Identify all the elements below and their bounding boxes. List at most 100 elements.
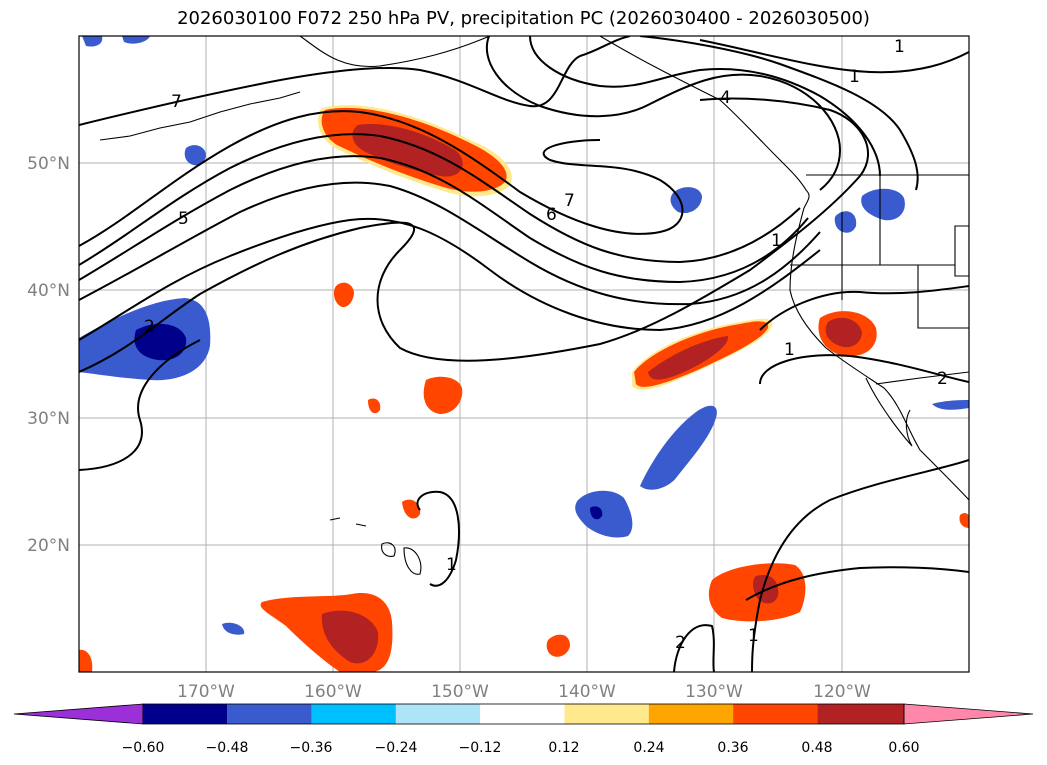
precip-negative-inland-1 — [834, 211, 857, 233]
precip-positive-small-6 — [79, 649, 93, 672]
lon-label-140w: 140°W — [558, 682, 616, 702]
contour-label: 7 — [564, 191, 575, 211]
contour-label: 1 — [748, 626, 759, 646]
contour-label: 2 — [675, 633, 686, 653]
precip-negative-band — [640, 405, 717, 490]
pv-contour-6 — [79, 217, 821, 341]
precip-positive-small-4 — [402, 499, 421, 519]
lat-axis: 50°N 40°N 30°N 20°N — [27, 154, 70, 556]
pv-contour-4 — [79, 155, 809, 284]
colorbar-segment — [817, 704, 904, 724]
lon-label-170w: 170°W — [177, 682, 235, 702]
precip-negative-small-6 — [932, 400, 969, 410]
pv-contour-7 — [79, 97, 870, 373]
pv-contour-10 — [639, 36, 919, 191]
pv-contour-16 — [745, 566, 969, 601]
colorbar-segment — [648, 704, 734, 724]
precip-negative-inland-2 — [861, 188, 905, 221]
colorbar-segment — [480, 704, 565, 724]
pv-contour-8 — [485, 36, 842, 191]
contour-label: 5 — [178, 209, 189, 229]
colorbar-segment — [564, 704, 649, 724]
contour-label: 7 — [171, 92, 182, 112]
colorbar-segment — [395, 704, 481, 724]
contour-label: 1 — [771, 231, 782, 251]
pv-contour-15 — [751, 459, 969, 672]
map-area — [79, 36, 969, 672]
colorbar-tick-label: −0.60 — [122, 740, 165, 756]
colorbar-tick-label: 0.24 — [633, 740, 664, 756]
precip-negative-small-2 — [670, 187, 702, 214]
colorbar-tick-label: −0.12 — [459, 740, 502, 756]
precip-negative-central — [575, 490, 633, 538]
contour-labels: 7 5 2 6 7 1 4 1 1 1 2 1 2 1 — [144, 37, 948, 653]
lat-label-30n: 30°N — [27, 409, 70, 429]
precip-positive-gulf-max — [352, 124, 463, 177]
border-state-3 — [917, 265, 969, 329]
colorbar-tick-label: 0.12 — [548, 740, 579, 756]
precip-negative-small-3 — [222, 622, 245, 635]
pv-contour-9 — [529, 36, 881, 177]
colorbar-tick-label: −0.48 — [206, 740, 249, 756]
pv-contour-3 — [79, 133, 801, 266]
lat-label-40n: 40°N — [27, 281, 70, 301]
contour-label: 1 — [784, 340, 795, 360]
coastline-aleutians — [99, 91, 301, 141]
contour-label: 6 — [546, 205, 557, 225]
lat-label-20n: 20°N — [27, 536, 70, 556]
contour-label: 1 — [849, 67, 860, 87]
contour-label: 2 — [937, 369, 948, 389]
precip-positive-small-5 — [546, 634, 570, 657]
pv-contour-12 — [79, 339, 201, 471]
border-state-5 — [954, 225, 969, 277]
contour-label: 1 — [894, 37, 905, 57]
precip-negative-small-1 — [184, 145, 206, 166]
precip-positive-small-1 — [333, 282, 354, 308]
precip-positive-hawaii-max — [321, 610, 379, 664]
pv-contour-2 — [79, 110, 684, 247]
pv-contour-17 — [673, 624, 715, 672]
lon-label-120w: 120°W — [813, 682, 871, 702]
precip-negative-west-max — [134, 323, 187, 361]
coastline-us-west — [789, 207, 969, 501]
pv-contour-13 — [759, 285, 969, 331]
colorbar-segment — [733, 704, 818, 724]
precip-negative-central-max — [590, 506, 603, 520]
colorbar-segment — [143, 704, 228, 724]
colorbar-outline — [142, 703, 905, 725]
colorbar-segment — [227, 704, 312, 724]
colorbar-tick-label: 0.36 — [717, 740, 748, 756]
pv-contour-11 — [699, 39, 969, 74]
lon-label-160w: 160°W — [304, 682, 362, 702]
precip-positive-small-2 — [423, 376, 463, 414]
contour-label: 4 — [720, 88, 731, 108]
map-title: 2026030100 F072 250 hPa PV, precipitatio… — [177, 8, 870, 29]
coastline-alaska — [299, 36, 491, 68]
pv-contour-14 — [759, 354, 969, 385]
coastline-hawaii — [329, 517, 422, 575]
precip-shading — [79, 36, 969, 672]
colorbar-tick-label: −0.36 — [290, 740, 333, 756]
colorbar-tick-label: −0.24 — [375, 740, 418, 756]
pv-contour-18 — [416, 490, 460, 587]
precip-positive-band-max — [648, 336, 729, 380]
colorbar: −0.60 −0.48 −0.36 −0.24 −0.12 0.12 0.24 … — [13, 703, 1034, 756]
colorbar-tick-label: 0.60 — [888, 740, 919, 756]
precip-negative-small-5 — [122, 36, 150, 44]
coastline-baja — [865, 377, 913, 447]
map-frame — [78, 35, 970, 673]
colorbar-extend-low — [13, 703, 144, 725]
lon-label-150w: 150°W — [431, 682, 489, 702]
contour-label: 2 — [144, 317, 155, 337]
precip-positive-small-3 — [368, 398, 381, 414]
coastline-bc-coast — [599, 36, 810, 209]
pv-contour-5 — [79, 181, 821, 306]
colorbar-extend-high — [903, 703, 1034, 725]
pv-contour-1 — [79, 36, 631, 126]
pv-contours — [79, 36, 969, 672]
contour-label: 1 — [446, 555, 457, 575]
lon-label-130w: 130°W — [685, 682, 743, 702]
colorbar-tick-label: 0.48 — [801, 740, 832, 756]
precip-positive-small-7 — [959, 512, 969, 528]
